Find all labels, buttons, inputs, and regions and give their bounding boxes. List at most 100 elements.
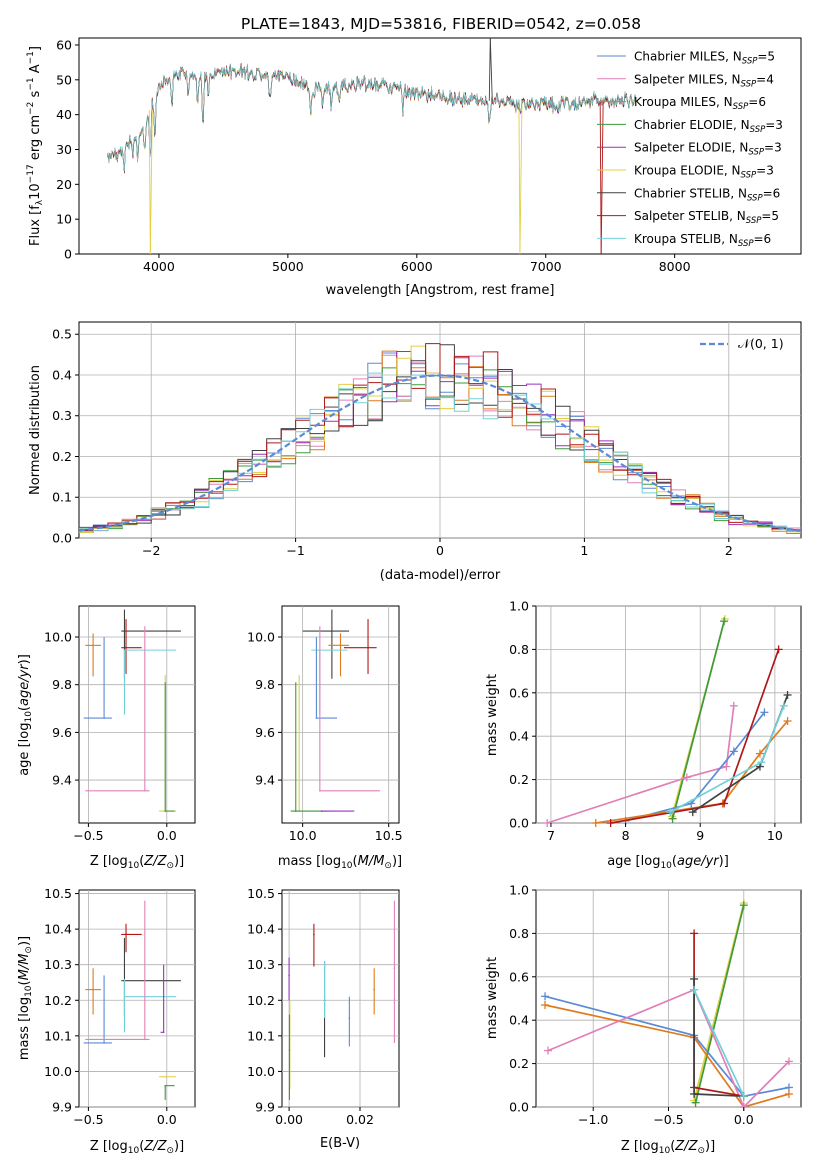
y-tick-label: 0.4: [509, 729, 529, 744]
y-tick-label: 10: [56, 212, 72, 227]
series-line: [544, 995, 790, 1098]
series-line: [694, 904, 745, 1103]
data-point: [367, 646, 369, 649]
weight-vs-age-y-ticks: 0.0 0.2 0.4 0.6 0.8 1.0: [509, 599, 536, 831]
y-tick-label: 0.1: [52, 490, 72, 505]
age-vs-mass-grid: [282, 606, 399, 823]
data-point: [331, 630, 333, 632]
age-vs-Z-x-label: Z [log10(Z/Z⊙)]: [90, 854, 184, 871]
y-tick-label: 0.4: [509, 1013, 529, 1028]
data-point: [92, 988, 94, 991]
gaussian-legend-label: 𝒩(0, 1): [738, 336, 784, 351]
x-tick-label: −1.0: [578, 1112, 608, 1127]
data-point: [348, 1017, 351, 1019]
data-point: [323, 995, 326, 998]
data-point: [164, 1075, 167, 1078]
mass-vs-EBV-panel: 0.00 0.02 9.9 10.0 10.1 10.2 10.3 10.4 10.5 E(B…: [247, 886, 400, 1151]
weight-vs-age-panel: 7 8 9 10 0.0 0.2 0.4 0.6 0.8 1.0 age [log10(age/…: [485, 599, 802, 871]
weight-vs-age-y-label: mass weight: [485, 674, 500, 756]
weight-vs-age-grid: [536, 605, 801, 824]
y-tick-label: 30: [56, 142, 72, 157]
y-tick-label: 0.2: [52, 449, 72, 464]
spectrum-plot-area: [107, 38, 636, 254]
spectrum-spike: [519, 104, 523, 254]
y-tick-label: 20: [56, 177, 72, 192]
y-tick-label: 40: [56, 107, 72, 122]
x-tick-label: −2: [142, 543, 160, 558]
gaussian-curve: [79, 374, 801, 532]
weight-vs-age-x-ticks: 7 8 9 10: [547, 823, 783, 843]
x-tick-label: 10.5: [375, 828, 403, 843]
mass-vs-Z-panel: −0.5 0.0 9.9 10.0 10.1 10.2 10.3 10.4 10.5 Z [l…: [17, 886, 196, 1156]
data-point: [313, 933, 315, 936]
data-point: [288, 1049, 291, 1051]
x-tick-label: 4000: [143, 259, 175, 274]
x-tick-label: −0.5: [73, 1112, 103, 1127]
residuals-y-label: Normed distribution: [28, 365, 43, 495]
x-tick-label: 10.0: [289, 828, 317, 843]
spectrum-legend: Chabrier MILES, NSSP=5 Salpeter MILES, NS…: [597, 50, 783, 249]
data-point: [162, 1031, 165, 1034]
y-tick-label: 50: [56, 72, 72, 87]
histogram-salpeter-stelib: [79, 343, 801, 532]
weight-vs-age-frame: [535, 605, 802, 824]
mass-vs-Z-frame: [78, 889, 196, 1108]
y-tick-label: 10.2: [247, 993, 275, 1008]
x-tick-label: 0.0: [157, 828, 177, 843]
legend-label: Chabrier ELODIE, NSSP=3: [634, 118, 783, 135]
data-point: [123, 630, 126, 632]
y-tick-label: 10.1: [44, 1028, 72, 1043]
y-tick-label: 9.8: [255, 677, 275, 692]
y-tick-label: 10.1: [247, 1028, 275, 1043]
data-point: [123, 649, 126, 651]
data-point: [320, 810, 323, 812]
y-tick-label: 9.4: [52, 773, 72, 788]
spectrum-spike: [599, 100, 602, 254]
mass-vs-Z-plot-area: [83, 900, 181, 1100]
y-tick-label: 0.8: [509, 926, 529, 941]
spectrum-spike: [148, 110, 151, 254]
y-tick-label: 9.6: [52, 725, 72, 740]
y-tick-label: 9.9: [255, 1100, 275, 1115]
x-tick-label: 0.02: [346, 1112, 374, 1127]
spectrum-spike: [149, 110, 153, 254]
age-vs-Z-y-ticks: 9.4 9.6 9.8 10.0: [44, 630, 79, 788]
legend-label: Salpeter STELIB, NSSP=5: [634, 209, 779, 226]
y-tick-label: 0.4: [52, 367, 72, 382]
legend-label: Kroupa MILES, NSSP=6: [634, 95, 766, 112]
y-tick-label: 10.0: [247, 630, 275, 645]
legend-label: Kroupa STELIB, NSSP=6: [634, 232, 771, 249]
y-tick-label: 0: [64, 247, 72, 262]
x-tick-label: 1: [580, 543, 588, 558]
series-line: [671, 620, 725, 819]
weight-vs-Z-x-label: Z [log10(Z/Z⊙)]: [621, 1139, 715, 1156]
data-point: [373, 988, 375, 991]
weight-vs-Z-panel: −1.0 −0.5 0.0 0.0 0.2 0.4 0.6 0.8 1.0 Z [log10(…: [485, 883, 802, 1156]
x-tick-label: 8: [622, 828, 630, 843]
y-tick-label: 10.0: [44, 630, 72, 645]
data-point: [288, 974, 290, 977]
residuals-x-ticks: −2 −1 0 1 2: [142, 538, 733, 558]
age-vs-Z-plot-area: [83, 609, 181, 812]
x-tick-label: 0.00: [275, 1112, 303, 1127]
data-point: [92, 644, 94, 647]
age-vs-mass-y-ticks: 9.4 9.6 9.8 10.0: [247, 630, 282, 788]
y-tick-label: 10.4: [247, 922, 275, 937]
data-point: [164, 1084, 167, 1087]
data-point: [125, 646, 127, 649]
age-vs-mass-plot-area: [290, 609, 381, 812]
mass-vs-EBV-plot-area: [288, 900, 396, 1100]
data-point: [103, 1042, 105, 1044]
y-tick-label: 10.3: [247, 957, 275, 972]
y-tick-label: 10.5: [44, 886, 72, 901]
spectrum-x-ticks: 4000 5000 6000 7000 8000: [143, 254, 691, 274]
spectrum-spike: [489, 38, 493, 101]
y-tick-label: 0.5: [52, 327, 72, 342]
y-tick-label: 1.0: [509, 883, 529, 898]
y-tick-label: 0.0: [509, 816, 529, 831]
weight-vs-Z-y-label: mass weight: [485, 957, 500, 1039]
y-tick-label: 0.6: [509, 969, 529, 984]
age-vs-Z-grid: [79, 606, 195, 823]
spectrum-x-label: wavelength [Angstrom, rest frame]: [326, 283, 555, 298]
